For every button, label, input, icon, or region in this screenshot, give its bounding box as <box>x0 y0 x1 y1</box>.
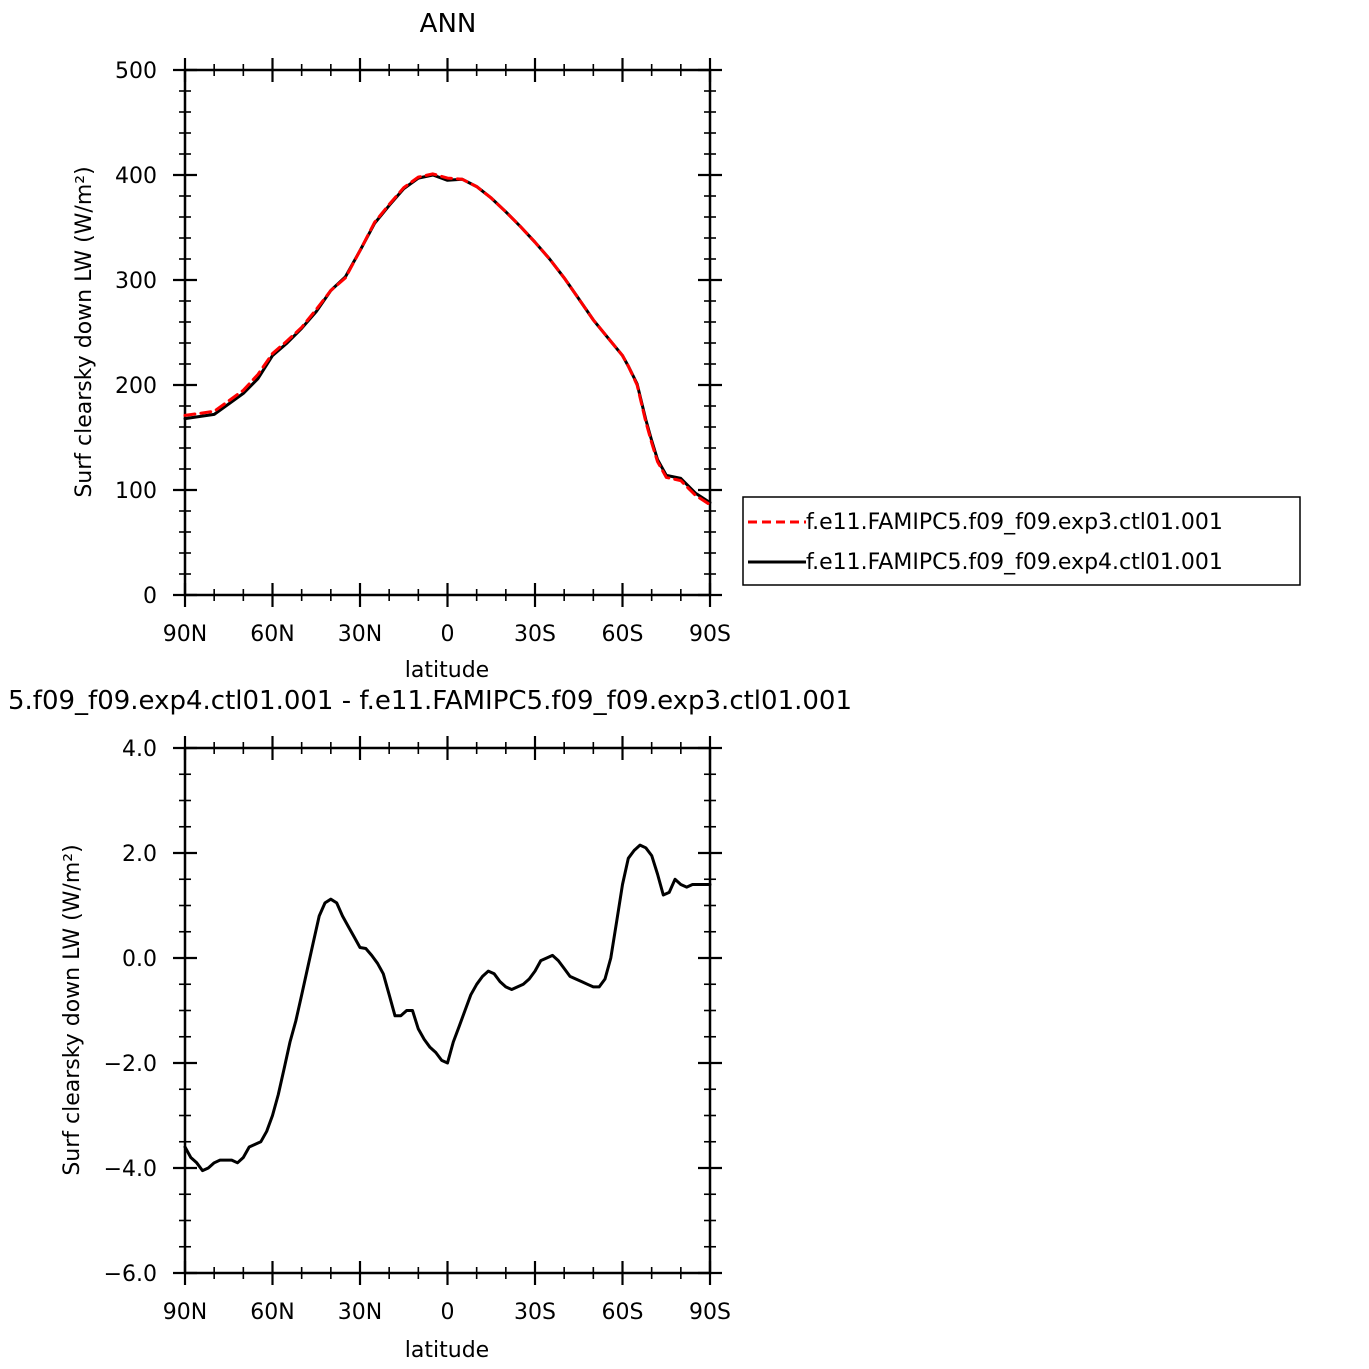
top-x-tick-label: 30S <box>514 622 556 647</box>
top-y-tick-label: 200 <box>115 374 157 399</box>
top-y-axis-label: Surf clearsky down LW (W/m²) <box>72 166 97 497</box>
legend: f.e11.FAMIPC5.f09_f09.exp3.ctl01.001 f.e… <box>742 496 1301 586</box>
bottom-x-axis-label: latitude <box>405 1338 489 1363</box>
bottom-y-tick-label: 4.0 <box>122 737 157 762</box>
top-x-tick-label: 60N <box>250 622 294 647</box>
bottom-x-tick-label: 30S <box>514 1300 556 1325</box>
top-x-tick-label: 0 <box>441 622 455 647</box>
bottom-x-tick-label: 60N <box>250 1300 294 1325</box>
bottom-x-tick-label: 0 <box>441 1300 455 1325</box>
bottom-y-tick-label: −2.0 <box>104 1052 157 1077</box>
legend-label-exp4: f.e11.FAMIPC5.f09_f09.exp4.ctl01.001 <box>806 550 1223 575</box>
bottom-x-tick-label: 30N <box>338 1300 382 1325</box>
top-x-tick-label: 30N <box>338 622 382 647</box>
top-series-line-2 <box>183 173 712 505</box>
top-chart-title: ANN <box>420 9 477 39</box>
bottom-y-tick-label: −6.0 <box>104 1262 157 1287</box>
top-y-tick-label: 300 <box>115 269 157 294</box>
legend-box <box>742 496 1301 586</box>
top-panel: ANN 90N 60N 30N 0 30S 60S 90S0100200300400500 … <box>72 9 731 683</box>
top-y-tick-label: 0 <box>143 584 157 609</box>
top-x-tick-label: 60S <box>602 622 644 647</box>
bottom-y-tick-label: −4.0 <box>104 1157 157 1182</box>
bottom-y-tick-label: 0.0 <box>122 947 157 972</box>
bottom-plot-frame <box>183 746 712 1275</box>
bottom-y-tick-label: 2.0 <box>122 842 157 867</box>
bottom-x-tick-label: 90N <box>163 1300 207 1325</box>
top-y-tick-label: 100 <box>115 479 157 504</box>
bottom-x-tick-label: 60S <box>602 1300 644 1325</box>
top-x-tick-label: 90S <box>689 622 731 647</box>
bottom-y-axis-label: Surf clearsky down LW (W/m²) <box>60 844 85 1175</box>
bottom-x-tick-label: 90S <box>689 1300 731 1325</box>
top-x-axis-label: latitude <box>405 658 489 683</box>
top-series-line-1 <box>183 172 712 507</box>
top-x-tick-label: 90N <box>163 622 207 647</box>
bottom-series-line-1 <box>183 843 712 1173</box>
top-y-tick-label: 500 <box>115 59 157 84</box>
top-plot-frame <box>183 68 712 597</box>
legend-label-exp3: f.e11.FAMIPC5.f09_f09.exp3.ctl01.001 <box>806 510 1223 535</box>
bottom-panel: 5.f09_f09.exp4.ctl01.001 - f.e11.FAMIPC5… <box>8 686 852 1363</box>
bottom-chart-title: 5.f09_f09.exp4.ctl01.001 - f.e11.FAMIPC5… <box>8 686 852 716</box>
top-y-tick-label: 400 <box>115 164 157 189</box>
